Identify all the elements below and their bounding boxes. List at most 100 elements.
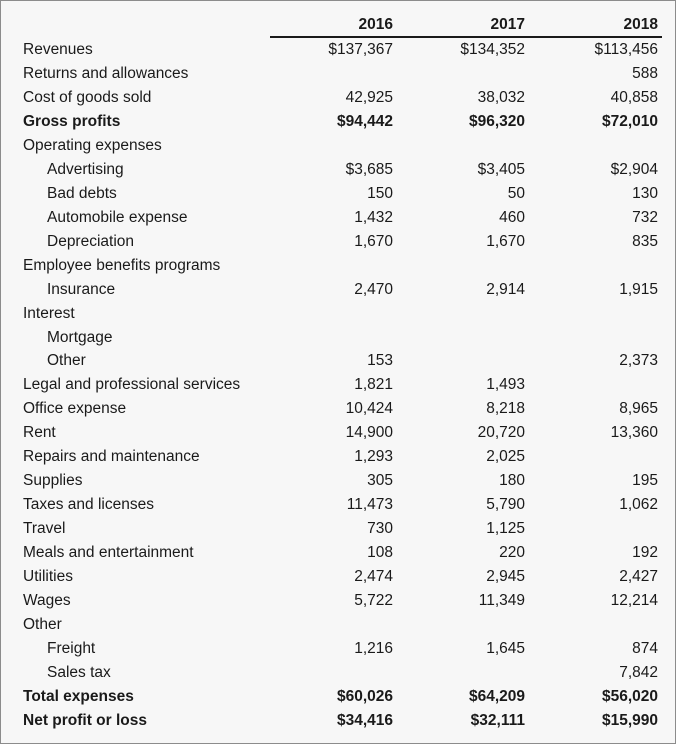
row-value: 1,670: [486, 232, 525, 250]
row-value: 1,432: [354, 208, 393, 226]
row-label: Legal and professional services: [23, 376, 241, 394]
row-value: 220: [499, 544, 525, 562]
row-value: 588: [632, 64, 658, 82]
row-label: Automobile expense: [47, 208, 188, 226]
table-row: Meals and entertainment 108 220 192: [1, 541, 676, 565]
row-value: 42,925: [345, 88, 393, 106]
row-value: $72,010: [601, 112, 658, 130]
table-row: Employee benefits programs: [1, 254, 676, 278]
row-label: Interest: [23, 304, 75, 322]
table-row: Utilities 2,474 2,945 2,427: [1, 565, 676, 589]
table-row: Wages 5,722 11,349 12,214: [1, 589, 676, 613]
row-value: 11,473: [346, 496, 393, 514]
row-value: 150: [367, 184, 393, 202]
row-value: 153: [367, 352, 393, 370]
row-label: Utilities: [23, 568, 73, 586]
row-value: 1,293: [354, 448, 393, 466]
row-value: $56,020: [601, 687, 658, 705]
row-value: 2,373: [619, 352, 658, 370]
row-value: 2,025: [486, 448, 525, 466]
row-value: 460: [499, 208, 525, 226]
row-value: 8,218: [486, 400, 525, 418]
table-row: Repairs and maintenance 1,293 2,025: [1, 445, 676, 469]
table-row: Supplies 305 180 195: [1, 469, 676, 493]
table-row: Advertising $3,685 $3,405 $2,904: [1, 158, 676, 182]
table-row: Freight 1,216 1,645 874: [1, 637, 676, 661]
row-label: Rent: [23, 424, 56, 442]
table-row: Cost of goods sold 42,925 38,032 40,858: [1, 86, 676, 110]
table-row: Gross profits $94,442 $96,320 $72,010: [1, 110, 676, 134]
row-value: 1,645: [486, 640, 525, 657]
row-value: $3,685: [345, 160, 393, 178]
row-value: 1,216: [354, 640, 393, 657]
table-row: Sales tax 7,842: [1, 661, 676, 685]
row-label: Travel: [23, 520, 66, 538]
row-value: 732: [632, 208, 658, 226]
row-value: $3,405: [477, 160, 525, 178]
row-label: Cost of goods sold: [23, 88, 152, 106]
row-label: Other: [47, 352, 86, 370]
row-label: Depreciation: [47, 232, 135, 250]
row-label: Other: [23, 616, 62, 634]
row-value: $15,990: [601, 711, 658, 729]
row-value: 730: [367, 520, 393, 538]
row-value: 2,474: [354, 568, 393, 586]
column-header: 2016: [358, 16, 393, 33]
table-row: Office expense 10,424 8,218 8,965: [1, 397, 676, 421]
row-value: 1,821: [354, 376, 393, 394]
row-label: Meals and entertainment: [23, 544, 194, 562]
table-row: Taxes and licenses 11,473 5,790 1,062: [1, 493, 676, 517]
row-value: 130: [632, 184, 658, 202]
row-value: 1,670: [354, 232, 393, 250]
row-value: 12,214: [610, 592, 658, 610]
column-header-row: 2016 2017 2018: [1, 13, 676, 37]
table-row: Depreciation 1,670 1,670 835: [1, 230, 676, 254]
row-value: 835: [632, 232, 658, 250]
row-value: 2,470: [354, 280, 393, 298]
row-value: 10,424: [345, 400, 393, 418]
row-label: Total expenses: [23, 687, 134, 705]
row-label: Returns and allowances: [23, 64, 189, 82]
row-value: $60,026: [336, 687, 393, 705]
row-value: 2,945: [486, 568, 525, 586]
row-label: Wages: [23, 592, 71, 610]
row-label: Taxes and licenses: [23, 496, 154, 514]
row-value: 5,722: [354, 592, 393, 610]
row-value: 874: [632, 640, 658, 657]
row-label: Mortgage: [47, 328, 113, 346]
row-value: 11,349: [478, 592, 525, 610]
row-label: Freight: [47, 640, 96, 657]
column-header: 2018: [623, 16, 658, 33]
row-value: 1,125: [486, 520, 525, 538]
row-value: 192: [632, 544, 658, 562]
row-label: Net profit or loss: [23, 711, 148, 729]
row-value: $137,367: [328, 41, 393, 58]
row-label: Supplies: [23, 472, 83, 490]
row-value: 305: [367, 472, 393, 490]
row-label: Office expense: [23, 400, 127, 418]
table-row: Legal and professional services 1,821 1,49…: [1, 373, 676, 397]
row-value: $113,456: [594, 41, 659, 58]
row-label: Gross profits: [23, 112, 121, 130]
row-value: 13,360: [610, 424, 658, 442]
table-row: Revenues $137,367 $134,352 $113,456: [1, 38, 676, 62]
table-row: Total expenses $60,026 $64,209 $56,020: [1, 685, 676, 709]
table-row: Rent 14,900 20,720 13,360: [1, 421, 676, 445]
row-value: 1,062: [619, 496, 658, 514]
table-row: Bad debts 150 50 130: [1, 182, 676, 206]
row-label: Advertising: [47, 160, 124, 178]
row-value: 7,842: [619, 663, 658, 681]
row-value: 20,720: [477, 424, 525, 442]
row-label: Operating expenses: [23, 136, 162, 154]
row-label: Revenues: [23, 41, 93, 58]
row-value: 50: [507, 184, 525, 202]
row-value: 2,914: [486, 280, 525, 298]
row-value: $2,904: [610, 160, 658, 178]
row-label: Bad debts: [47, 184, 117, 202]
row-value: 180: [499, 472, 525, 490]
row-value: 5,790: [486, 496, 525, 514]
table-row: Other: [1, 613, 676, 637]
row-value: 40,858: [610, 88, 658, 106]
row-value: $96,320: [468, 112, 525, 130]
